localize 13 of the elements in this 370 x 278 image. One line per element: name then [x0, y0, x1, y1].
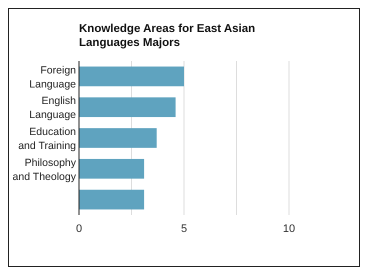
bar	[79, 190, 144, 210]
y-tick-label: Foreign Language	[29, 64, 76, 90]
y-tick-label: Philosophy and Theology	[12, 156, 77, 183]
x-tick-label: 0	[76, 223, 82, 235]
x-tick-label: 5	[180, 223, 188, 235]
y-tick-label: Education and Training	[18, 126, 76, 152]
y-tick-label: English Language	[29, 95, 76, 122]
bar	[79, 128, 157, 148]
bar	[79, 66, 184, 86]
bar	[79, 158, 144, 179]
x-tick-label: 10	[282, 223, 296, 235]
chart-title: Knowledge Areas for East Asian Languages Majors	[79, 23, 256, 49]
bar	[79, 97, 176, 118]
